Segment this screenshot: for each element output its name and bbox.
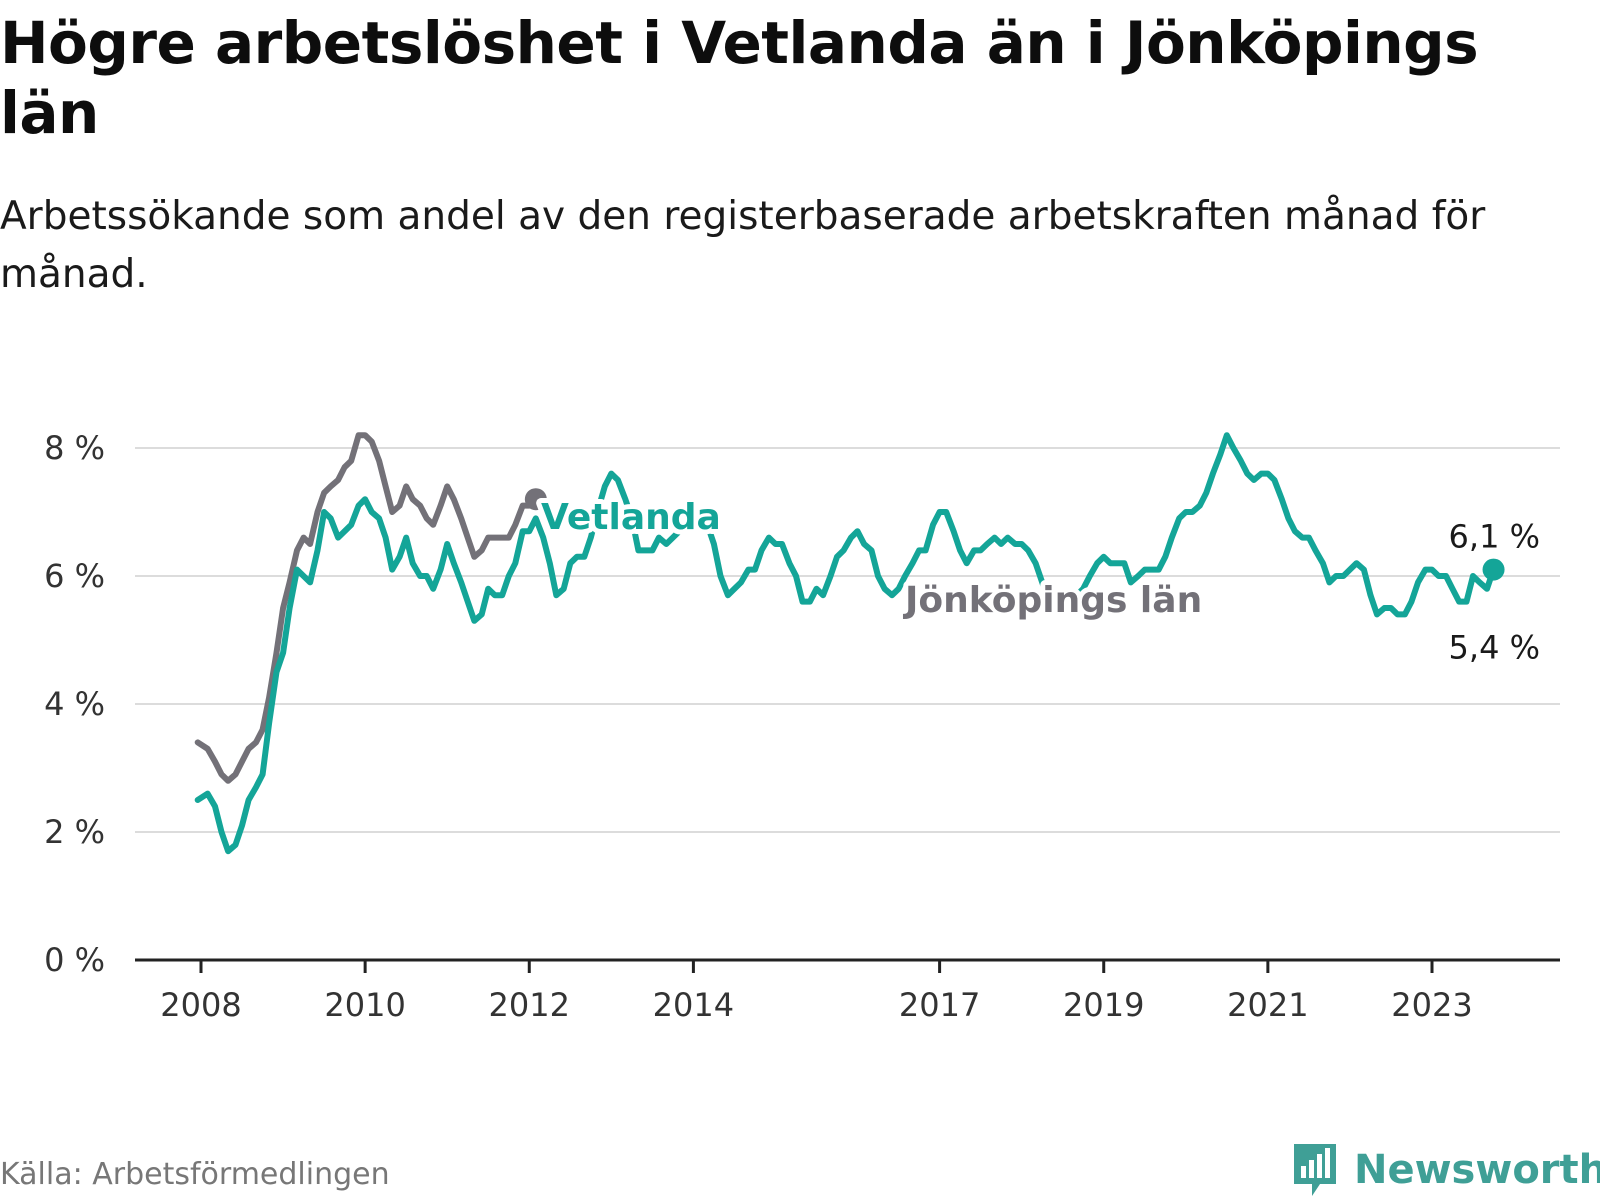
x-tick-label: 2008 <box>160 986 241 1024</box>
x-tick-label: 2012 <box>489 986 570 1024</box>
end-label-jonkoping: 5,4 % <box>1449 628 1540 666</box>
x-tick-label: 2021 <box>1227 986 1308 1024</box>
brand-logo[interactable]: Newsworthy <box>1290 1140 1600 1200</box>
x-tick-label: 2023 <box>1391 986 1472 1024</box>
grid-lines <box>135 447 1560 833</box>
brand-name: Newsworthy <box>1354 1147 1600 1193</box>
series-label-vetlanda: Vetlanda <box>541 497 721 538</box>
y-tick-label: 8 % <box>44 429 105 467</box>
end-point-jonkoping <box>524 488 547 511</box>
x-tick-label: 2010 <box>324 986 405 1024</box>
y-tick-label: 4 % <box>44 685 105 723</box>
source-note: Källa: Arbetsförmedlingen <box>0 1157 390 1192</box>
series-lines <box>194 432 1505 855</box>
chart-title: Högre arbetslöshet i Vetlanda än i Jönkö… <box>0 9 1479 147</box>
series-line-jonkoping <box>194 432 539 784</box>
end-label-vetlanda: 6,1 % <box>1449 518 1540 556</box>
series-label-jonkoping: Jönköpings län <box>902 580 1202 621</box>
series-labels: Vetlanda Jönköpings län 6,1 % 5,4 % <box>536 492 1540 666</box>
y-tick-label: 6 % <box>44 557 105 595</box>
x-tick-label: 2014 <box>653 986 734 1024</box>
chart-subtitle: Arbetssökande som andel av den registerb… <box>0 194 1486 297</box>
newsworthy-logo-icon <box>1294 1144 1336 1196</box>
y-tick-label: 2 % <box>44 813 105 851</box>
end-point-vetlanda <box>1482 558 1505 581</box>
x-axis: 2008 2010 2012 2014 2017 2019 2021 2023 <box>160 960 1473 1024</box>
y-axis: 0 % 2 % 4 % 6 % 8 % <box>44 429 105 979</box>
x-tick-label: 2017 <box>899 986 980 1024</box>
x-tick-label: 2019 <box>1063 986 1144 1024</box>
y-tick-label: 0 % <box>44 941 105 979</box>
series-line-vetlanda <box>194 432 1497 855</box>
